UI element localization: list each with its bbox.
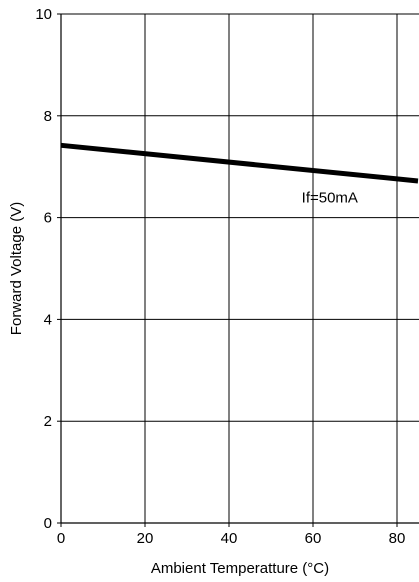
y-tick-label: 6: [44, 210, 52, 227]
x-tick-label: 20: [137, 530, 154, 547]
x-tick-labels: 0 20 40 60 80: [57, 530, 406, 547]
x-tick-label: 80: [389, 530, 406, 547]
x-axis-label: Ambient Temperatture (°C): [151, 560, 329, 577]
y-axis-label: Forward Voltage (V): [8, 202, 25, 335]
y-tick-label: 4: [44, 311, 52, 328]
x-tick-label: 40: [221, 530, 238, 547]
x-tick-label: 0: [57, 530, 65, 547]
y-tick-label: 10: [35, 6, 52, 23]
y-tick-labels: 0 2 4 6 8 10: [35, 6, 52, 532]
x-tick-label: 60: [305, 530, 322, 547]
annotations: If=50mA: [302, 189, 358, 206]
series-annotation: If=50mA: [302, 189, 358, 206]
y-tick-label: 0: [44, 515, 52, 532]
y-tick-label: 2: [44, 413, 52, 430]
series: [60, 142, 419, 184]
grid: [57, 13, 419, 527]
series-line: [60, 142, 419, 184]
y-tick-label: 8: [44, 108, 52, 125]
